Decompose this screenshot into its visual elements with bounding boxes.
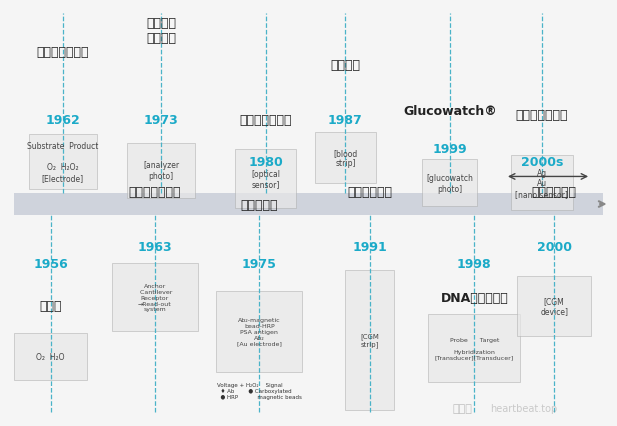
Text: [analyzer
photo]: [analyzer photo] [143, 161, 179, 180]
FancyBboxPatch shape [29, 135, 97, 190]
Text: Probe      Target

Hybridization
[Transducer][Transducer]: Probe Target Hybridization [Transducer][… [435, 337, 514, 360]
Text: 1998: 1998 [457, 257, 492, 270]
Text: 1962: 1962 [46, 113, 80, 127]
FancyBboxPatch shape [428, 314, 520, 382]
Text: 1987: 1987 [328, 113, 363, 127]
Text: Ab₂-magnetic
bead-HRP
PSA antigen
Ab₂
[Au electrode]: Ab₂-magnetic bead-HRP PSA antigen Ab₂ [A… [237, 317, 282, 345]
FancyBboxPatch shape [315, 132, 376, 183]
FancyBboxPatch shape [235, 150, 296, 209]
Text: 1999: 1999 [433, 143, 467, 156]
Text: Anchor
 Cantilever
Receptor
→Read-out
system: Anchor Cantilever Receptor →Read-out sys… [138, 284, 172, 312]
Text: 光学生物传感器: 光学生物传感器 [239, 113, 292, 127]
Text: 2000: 2000 [537, 240, 572, 253]
Text: 1963: 1963 [138, 240, 172, 253]
FancyBboxPatch shape [517, 276, 591, 336]
Text: 血糖生物传感器: 血糖生物传感器 [36, 46, 89, 59]
Text: Ag
Au
[nano sensor]: Ag Au [nano sensor] [515, 169, 568, 198]
FancyBboxPatch shape [127, 143, 195, 198]
Text: 纳米生物传感器: 纳米生物传感器 [516, 109, 568, 122]
FancyBboxPatch shape [217, 291, 302, 372]
Text: Voltage + H₂O₂    Signal
  ♦ Ab        ● Carboxylated
  ● HRP           magnetic: Voltage + H₂O₂ Signal ♦ Ab ● Carboxylate… [217, 382, 302, 399]
Text: O₂  H₂O: O₂ H₂O [36, 352, 65, 361]
Text: 血糖试纸: 血糖试纸 [330, 58, 360, 71]
Text: [CGM
device]: [CGM device] [540, 296, 568, 316]
Text: 压电生物传感器: 压电生物传感器 [129, 185, 181, 199]
FancyBboxPatch shape [14, 334, 88, 380]
FancyBboxPatch shape [14, 194, 603, 215]
FancyBboxPatch shape [422, 160, 478, 207]
Text: DNA生物传感器: DNA生物传感器 [441, 291, 508, 304]
Text: 皮下血糖监测: 皮下血糖监测 [347, 185, 392, 199]
FancyBboxPatch shape [511, 156, 573, 211]
Text: [blood
strip]: [blood strip] [333, 148, 357, 168]
Text: 1975: 1975 [242, 257, 277, 270]
Text: 商业化血
糖分析仪: 商业化血 糖分析仪 [146, 17, 176, 45]
Text: 2000s: 2000s [521, 156, 563, 169]
Text: 1991: 1991 [352, 240, 387, 253]
Text: Glucowatch®: Glucowatch® [403, 105, 497, 118]
Text: heartbeat.top: heartbeat.top [490, 403, 557, 413]
Text: Substrate  Product

O₂  H₂O₂
[Electrode]: Substrate Product O₂ H₂O₂ [Electrode] [27, 142, 99, 182]
FancyBboxPatch shape [112, 264, 198, 331]
Text: 连续血糖监控: 连续血糖监控 [532, 185, 577, 199]
Text: 1980: 1980 [248, 156, 283, 169]
FancyBboxPatch shape [346, 270, 394, 410]
Text: [CGM
strip]: [CGM strip] [360, 333, 379, 347]
Text: 免疫传感器: 免疫传感器 [241, 198, 278, 211]
Text: 1956: 1956 [33, 257, 68, 270]
Text: [glucowatch
photo]: [glucowatch photo] [426, 174, 473, 193]
Text: [optical
sensor]: [optical sensor] [251, 170, 280, 189]
Text: 1973: 1973 [144, 113, 178, 127]
Text: 氧电极: 氧电极 [39, 299, 62, 313]
Text: 动脉网: 动脉网 [452, 403, 472, 413]
